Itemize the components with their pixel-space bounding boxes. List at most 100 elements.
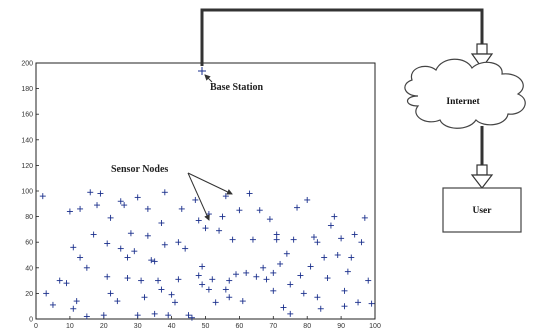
sensor-node-point — [260, 264, 267, 271]
sensor-node-point — [226, 277, 233, 284]
base-station-marker — [198, 67, 206, 75]
x-tick-label: 10 — [66, 323, 74, 330]
axis-ticks: 0 10 20 30 40 50 60 70 80 90 100 0 20 40 60 80 100 120 140… — [21, 61, 381, 331]
sensor-node-point — [236, 207, 243, 214]
user-box — [442, 187, 522, 233]
arrow-down-icon — [470, 43, 494, 70]
sensor-node-point — [168, 291, 175, 298]
sensor-node-point — [131, 248, 138, 255]
sensor-node-point — [161, 241, 168, 248]
y-tick-label: 180 — [21, 86, 33, 93]
y-tick-label: 20 — [25, 291, 33, 298]
sensor-node-point — [314, 294, 321, 301]
sensor-node-point — [239, 298, 246, 305]
sensor-node-point — [263, 276, 270, 283]
sensor-node-point — [212, 299, 219, 306]
sensor-node-point — [124, 254, 131, 261]
sensor-node-point — [188, 314, 195, 321]
x-tick-label: 30 — [134, 323, 142, 330]
sensor-node-point — [280, 304, 287, 311]
y-tick-label: 40 — [25, 265, 33, 272]
sensor-node-point — [165, 312, 172, 319]
sensor-node-point — [324, 275, 331, 282]
sensor-node-point — [348, 254, 355, 261]
sensor-node-point — [195, 217, 202, 224]
sensor-node-point — [205, 286, 212, 293]
x-tick-label: 60 — [236, 323, 244, 330]
sensor-node-point — [182, 245, 189, 252]
sensor-node-point — [104, 273, 111, 280]
sensor-node-point — [94, 202, 101, 209]
sensor-node-point — [270, 269, 277, 276]
sensor-node-point — [199, 281, 206, 288]
sensor-nodes-pointer-1 — [187, 172, 233, 195]
sensor-node-point — [161, 189, 168, 196]
sensor-node-point — [134, 194, 141, 201]
sensor-node-point — [117, 198, 124, 205]
sensor-node-point — [56, 277, 63, 284]
x-tick-label: 0 — [34, 323, 38, 330]
sensor-node-point — [277, 260, 284, 267]
sensor-node-point — [77, 254, 84, 261]
sensor-node-point — [43, 290, 50, 297]
sensor-node-point — [304, 196, 311, 203]
sensor-node-point — [178, 205, 185, 212]
sensor-node-point — [233, 271, 240, 278]
sensor-node-point — [66, 208, 73, 215]
sensor-node-point — [73, 298, 80, 305]
sensor-node-point — [243, 269, 250, 276]
x-tick-label: 100 — [369, 323, 381, 330]
sensor-node-point — [256, 207, 263, 214]
sensor-node-point — [97, 190, 104, 197]
sensor-node-point — [199, 263, 206, 270]
sensor-node-point — [195, 272, 202, 279]
sensor-node-point — [294, 204, 301, 211]
sensor-node-point — [39, 193, 46, 200]
user-label: User — [473, 206, 493, 216]
sensor-node-point — [344, 268, 351, 275]
sensor-node-point — [273, 231, 280, 238]
sensor-node-point — [249, 236, 256, 243]
sensor-node-point — [148, 257, 155, 264]
sensor-node-point — [246, 190, 253, 197]
sensor-node-point — [114, 298, 121, 305]
sensor-node-point — [158, 220, 165, 226]
plot-area — [35, 62, 376, 320]
sensor-node-point — [124, 275, 131, 282]
sensor-node-point — [127, 230, 134, 237]
sensor-node-point — [107, 290, 114, 297]
y-tick-label: 60 — [25, 240, 33, 247]
sensor-node-point — [87, 189, 94, 196]
x-tick-label: 70 — [269, 323, 277, 330]
sensor-node-point — [158, 286, 165, 293]
sensor-node-point — [321, 254, 328, 261]
sensor-node-point — [317, 305, 324, 312]
arrow-down-icon — [470, 164, 494, 189]
sensor-node-point — [151, 310, 158, 317]
sensor-node-point — [341, 287, 348, 294]
y-tick-label: 120 — [21, 163, 33, 170]
sensor-node-point — [361, 214, 368, 221]
sensor-nodes-label: Sensor Nodes — [111, 164, 168, 175]
sensor-node-point — [175, 239, 182, 246]
sensor-node-point — [270, 287, 277, 294]
sensor-node-point — [341, 303, 348, 310]
x-tick-label: 90 — [337, 323, 345, 330]
sensor-node-point — [144, 205, 151, 212]
sensor-node-point — [202, 225, 209, 232]
sensor-node-point — [216, 227, 223, 234]
x-tick-label: 50 — [202, 323, 210, 330]
cloud-icon — [404, 58, 526, 129]
sensor-node-point — [368, 300, 375, 307]
sensor-node-point — [229, 236, 236, 243]
sensor-node-point — [49, 301, 56, 308]
sensor-node-point — [273, 236, 280, 243]
sensor-node-point — [365, 277, 372, 284]
sensor-node-point — [226, 294, 233, 301]
sensor-node-point — [327, 222, 334, 229]
x-tick-label: 20 — [100, 323, 108, 330]
sensor-node-points — [39, 189, 375, 321]
sensor-node-point — [70, 305, 77, 312]
sensor-node-point — [175, 276, 182, 283]
sensor-node-point — [297, 272, 304, 279]
